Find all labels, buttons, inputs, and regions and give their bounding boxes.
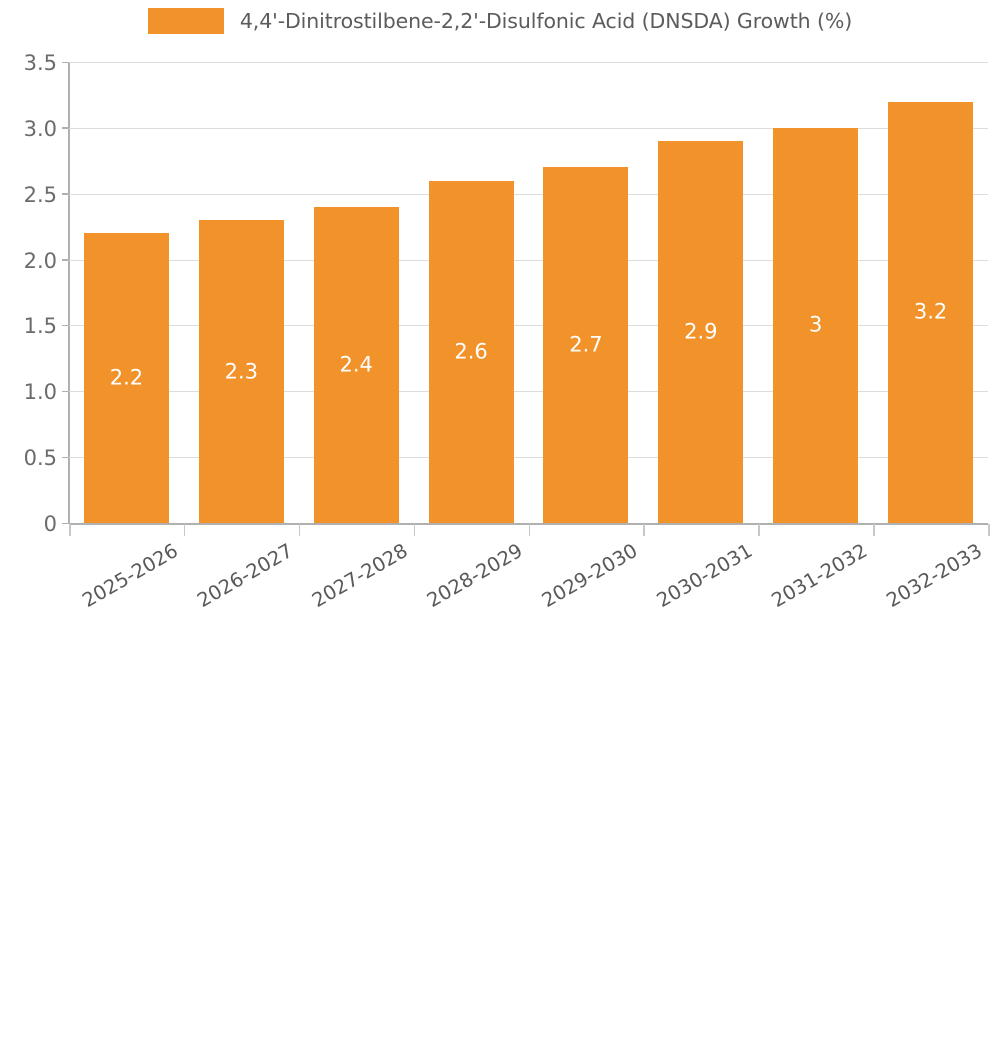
x-tick-mark [643, 524, 645, 536]
x-tick-mark [183, 524, 186, 536]
y-tick-mark [62, 522, 68, 524]
axis-baseline [69, 523, 988, 525]
y-tick-label: 2.5 [23, 182, 57, 207]
bar[interactable]: 3.2 [888, 101, 974, 523]
x-tick-label: 2029-2030 [537, 539, 642, 613]
x-tick-mark [298, 524, 301, 536]
x-tick-label: 2032-2033 [882, 539, 987, 613]
gridline [69, 457, 988, 459]
bar-value-label: 2.9 [684, 319, 718, 344]
y-tick-label: 1.5 [23, 314, 57, 339]
bar-value-label: 2.2 [109, 365, 144, 390]
legend-item-dnsda-growth[interactable]: 4,4'-Dinitrostilbene-2,2'-Disulfonic Aci… [147, 8, 853, 34]
x-tick-mark [988, 524, 990, 536]
y-tick-mark [62, 259, 68, 261]
chart-legend: 4,4'-Dinitrostilbene-2,2'-Disulfonic Aci… [0, 8, 1000, 34]
x-tick-mark [528, 524, 530, 536]
y-tick-mark [62, 127, 68, 129]
y-tick-label: 1.0 [23, 380, 57, 405]
bar-value-label: 2.3 [224, 359, 259, 384]
bar[interactable]: 2.7 [543, 167, 629, 523]
y-tick-mark [62, 456, 68, 459]
y-tick-mark [62, 324, 68, 327]
bar-chart: 4,4'-Dinitrostilbene-2,2'-Disulfonic Aci… [0, 8, 1000, 612]
y-tick-label: 3.5 [23, 51, 57, 75]
bar[interactable]: 2.2 [83, 233, 169, 523]
y-tick-mark [62, 193, 68, 195]
y-tick-label: 0.5 [23, 446, 57, 471]
gridline [69, 259, 988, 261]
plot-area: 2.2 2.3 2.4 2.6 2.7 2.9 3 3.2 [69, 62, 988, 525]
y-tick-mark [62, 61, 68, 63]
x-tick-label: 2031-2032 [767, 539, 872, 613]
bar-value-label: 2.7 [569, 332, 603, 357]
bar-value-label: 3.2 [913, 299, 948, 324]
gridline [69, 127, 988, 129]
gridline [69, 62, 988, 63]
bar[interactable]: 2.4 [313, 206, 399, 523]
gridline [69, 325, 988, 327]
x-tick-mark [758, 524, 760, 536]
bar-value-label: 2.6 [454, 339, 488, 364]
bar[interactable]: 2.6 [428, 180, 514, 523]
bar[interactable]: 2.3 [198, 220, 284, 523]
y-tick-mark [62, 390, 68, 393]
bar[interactable]: 3 [773, 127, 859, 523]
bar[interactable]: 2.9 [658, 141, 744, 523]
y-axis-line [68, 62, 70, 524]
gridline [69, 391, 988, 393]
x-tick-mark [69, 524, 71, 536]
bar-value-label: 3 [809, 312, 823, 337]
gridline [69, 193, 988, 195]
y-tick-label: 2.0 [23, 248, 57, 273]
y-tick-label: 0 [43, 512, 57, 536]
y-tick-label: 3.0 [23, 116, 57, 141]
x-tick-mark [873, 524, 875, 536]
legend-item-label: 4,4'-Dinitrostilbene-2,2'-Disulfonic Aci… [239, 9, 853, 33]
bar-value-label: 2.4 [339, 352, 373, 377]
legend-color-swatch [147, 8, 224, 34]
x-tick-mark [413, 524, 416, 536]
